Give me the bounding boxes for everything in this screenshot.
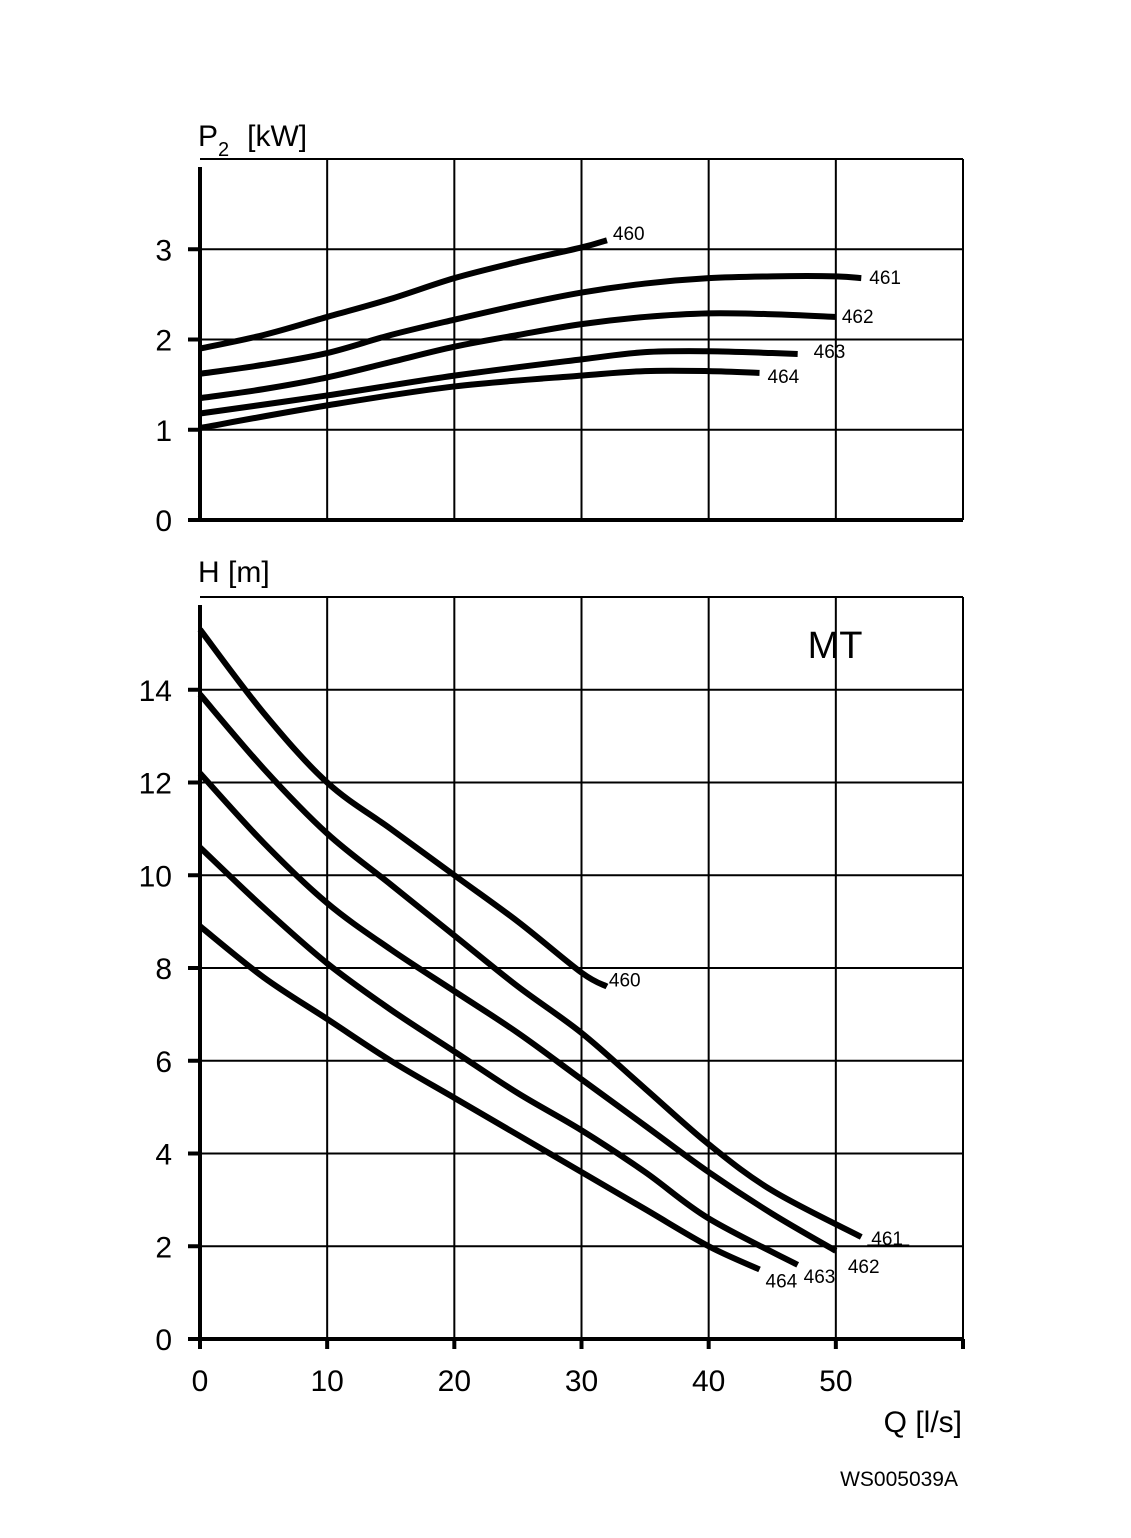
y-tick-label: 1 bbox=[155, 415, 172, 448]
series-461-curve bbox=[199, 273, 862, 377]
y-tick-label: 3 bbox=[155, 234, 172, 267]
y-tick-label: 8 bbox=[155, 953, 172, 986]
top-y-axis-label: P2 [kW] bbox=[198, 120, 307, 161]
series-460-curve bbox=[199, 237, 608, 352]
series-463-label: 463 bbox=[814, 342, 846, 363]
series-460-curve bbox=[197, 627, 609, 990]
series-462-curve bbox=[199, 310, 836, 402]
y-tick-label: 0 bbox=[155, 505, 172, 538]
series-462-label: 462 bbox=[842, 307, 874, 328]
head-chart: 0 2 4 6 8 10 12 14 0 10 20 30 40 50 460 461 462 463 464 bbox=[139, 596, 965, 1398]
series-463-curve bbox=[199, 348, 798, 417]
series-460-label: 460 bbox=[609, 971, 641, 992]
series-460-label: 460 bbox=[613, 224, 645, 245]
series-462-label: 462 bbox=[848, 1257, 880, 1278]
series-461-curve bbox=[197, 692, 863, 1240]
y-tick-label: 0 bbox=[155, 1324, 172, 1357]
series-464-curve bbox=[198, 923, 761, 1273]
y-tick-label: 14 bbox=[139, 675, 172, 708]
x-tick-label: 0 bbox=[192, 1365, 209, 1398]
series-464-label: 464 bbox=[768, 367, 800, 388]
power-chart: 0 1 2 3 460 461 462 463 464 bbox=[155, 158, 964, 538]
x-tick-label: 50 bbox=[819, 1365, 852, 1398]
bottom-y-axis-label: H [m] bbox=[198, 556, 270, 589]
x-tick-label: 20 bbox=[438, 1365, 471, 1398]
y-tick-label: 6 bbox=[155, 1046, 172, 1079]
mt-annotation: MT bbox=[808, 625, 863, 667]
figure-code: WS005039A bbox=[840, 1468, 958, 1491]
y-tick-label: 12 bbox=[139, 768, 172, 801]
series-463-label: 463 bbox=[804, 1267, 836, 1288]
x-axis-label: Q [l/s] bbox=[884, 1406, 962, 1439]
series-464-curve bbox=[199, 367, 760, 431]
x-tick-label: 30 bbox=[565, 1365, 598, 1398]
x-tick-label: 40 bbox=[692, 1365, 725, 1398]
y-tick-label: 4 bbox=[155, 1139, 172, 1172]
y-tick-label: 10 bbox=[139, 860, 172, 893]
y-tick-label: 2 bbox=[155, 325, 172, 358]
series-462-curve bbox=[197, 771, 838, 1254]
series-461-label: 461 bbox=[869, 268, 901, 289]
y-tick-label: 2 bbox=[155, 1231, 172, 1264]
x-tick-label: 10 bbox=[310, 1365, 343, 1398]
series-463-curve bbox=[197, 845, 800, 1268]
series-464-label: 464 bbox=[766, 1271, 798, 1292]
series-461-label: 461 bbox=[871, 1229, 903, 1250]
